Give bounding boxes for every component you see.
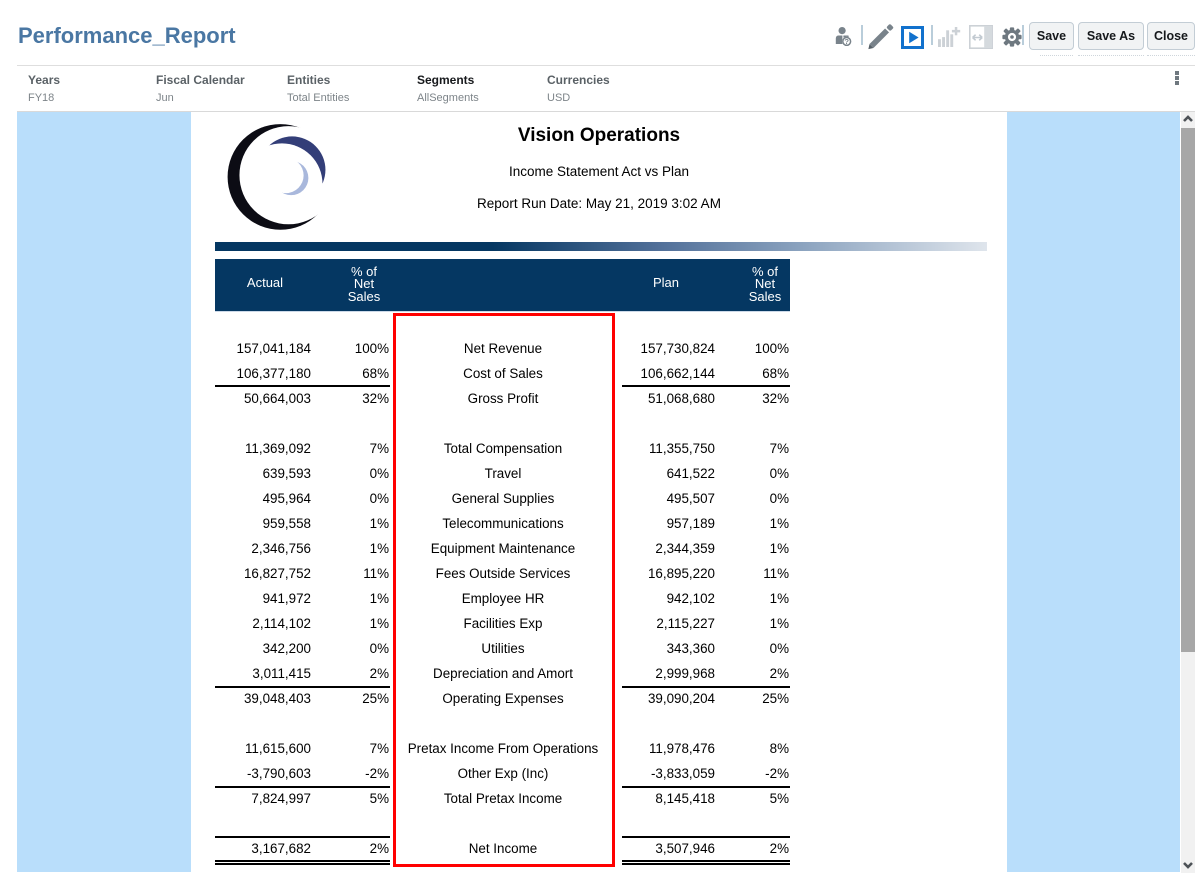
svg-text:?: ? — [844, 37, 849, 46]
